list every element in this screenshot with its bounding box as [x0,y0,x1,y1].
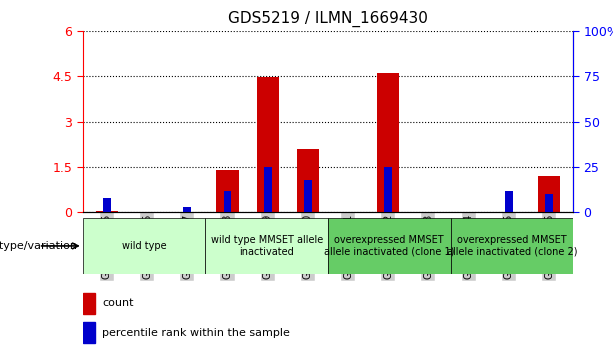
Bar [83,322,95,343]
Text: wild type: wild type [122,241,166,251]
Bar [216,170,238,212]
Bar [103,198,111,212]
Bar [257,77,279,212]
Bar [505,191,512,212]
Bar [183,207,191,212]
Bar [264,167,272,212]
Bar [83,293,95,314]
Text: overexpressed MMSET
allele inactivated (clone 1): overexpressed MMSET allele inactivated (… [324,235,454,257]
Bar [328,218,451,274]
Bar [384,167,392,212]
Bar [297,149,319,212]
Text: percentile rank within the sample: percentile rank within the sample [102,327,290,338]
Bar [83,218,205,274]
Title: GDS5219 / ILMN_1669430: GDS5219 / ILMN_1669430 [228,11,428,27]
Bar [205,218,328,274]
Bar [304,180,312,212]
Text: genotype/variation: genotype/variation [0,241,78,251]
Bar [538,176,560,212]
Bar [545,194,553,212]
Bar [224,191,231,212]
Bar [451,218,573,274]
Text: wild type MMSET allele
inactivated: wild type MMSET allele inactivated [210,235,323,257]
Text: count: count [102,298,134,309]
Bar [377,73,399,212]
Text: overexpressed MMSET
allele inactivated (clone 2): overexpressed MMSET allele inactivated (… [447,235,577,257]
Bar [96,211,118,212]
